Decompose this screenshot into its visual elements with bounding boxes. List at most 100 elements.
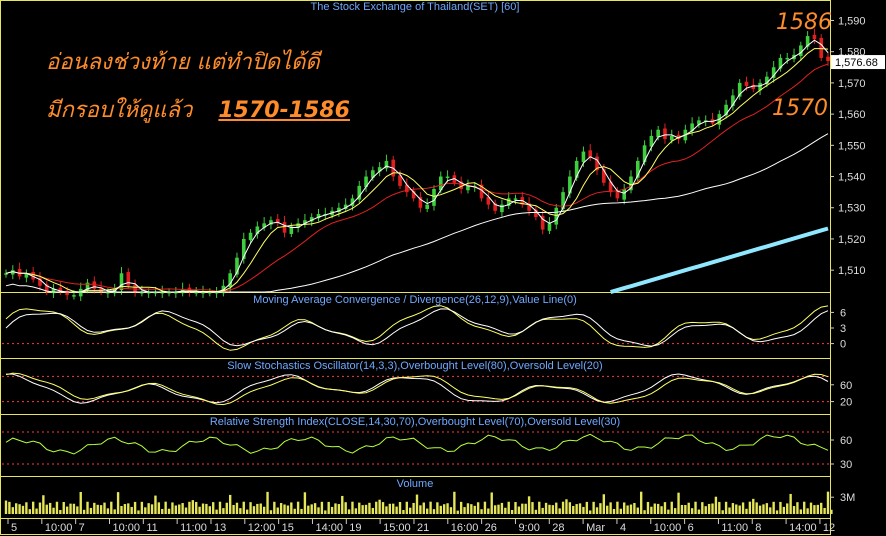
volume-bar [412, 502, 415, 514]
candle-body [24, 273, 29, 278]
volume-bar [266, 491, 269, 514]
candle-body [574, 160, 579, 178]
volume-bar [222, 508, 225, 514]
volume-bar [656, 503, 660, 514]
volume-bar [218, 501, 222, 514]
volume-bar [188, 501, 191, 514]
candle-body [133, 284, 137, 292]
candle-body [140, 292, 144, 294]
volume-bar [755, 502, 758, 514]
candle-body [99, 287, 103, 292]
volume-bar [42, 495, 45, 514]
volume-bar [378, 499, 381, 514]
volume-bar [575, 504, 578, 514]
candle-body [146, 292, 151, 294]
volume-bar [307, 505, 310, 514]
candle-body [167, 292, 171, 294]
price-tick-label: 1,570 [838, 78, 866, 90]
volume-bar [269, 510, 273, 514]
volume-bar [262, 506, 266, 514]
volume-bar [358, 502, 361, 514]
candle-body [126, 272, 131, 286]
volume-bar [758, 505, 762, 514]
x-tick-label: 16:00 [451, 522, 479, 534]
candle-body [85, 282, 90, 291]
volume-bar [606, 505, 609, 514]
volume-bar [823, 507, 826, 514]
volume-bar [55, 501, 59, 514]
candle-body [751, 84, 756, 90]
volume-bar [110, 501, 113, 514]
volume-bar [629, 504, 633, 514]
candle-body [411, 190, 416, 199]
ma-very-long-line [610, 226, 829, 295]
x-tick-label: 14:00 [789, 522, 817, 534]
volume-bar [130, 506, 133, 514]
candle-body [649, 135, 654, 147]
volume-bar [775, 510, 779, 514]
volume-bar [762, 504, 765, 514]
volume-bar [470, 504, 473, 514]
volume-bar [395, 506, 398, 514]
volume-bar [334, 503, 337, 514]
volume-bar [59, 510, 62, 514]
volume-bar [178, 504, 181, 514]
volume-bar [144, 507, 147, 514]
x-tick-label: 26 [485, 522, 497, 534]
volume-bar [707, 503, 711, 514]
volume-bar [21, 505, 25, 514]
volume-bar [813, 505, 816, 514]
volume-bar [385, 506, 388, 514]
volume-bar [296, 501, 300, 514]
volume-bar [313, 503, 317, 514]
candle-body [724, 104, 728, 116]
candle-body [778, 57, 783, 69]
volume-bar [578, 503, 582, 514]
candle-body [690, 123, 694, 131]
candle-body [608, 181, 613, 193]
candle-body [371, 170, 375, 178]
volume-bar [724, 501, 728, 514]
candle-body [622, 189, 626, 200]
x-tick-label: 19 [349, 522, 361, 534]
candle-body [235, 257, 239, 275]
candle-body [547, 223, 552, 231]
candle-body [289, 226, 294, 234]
candle-body [119, 273, 124, 291]
volume-bar [8, 501, 11, 514]
candle-body [377, 167, 382, 172]
volume-bar [140, 501, 144, 514]
volume-bar [538, 501, 541, 514]
candle-body [506, 198, 511, 206]
volume-bar [521, 503, 524, 514]
volume-bar [93, 502, 96, 514]
volume-bar [490, 492, 493, 514]
volume-bar [133, 501, 137, 514]
indicator-tick-label: 20 [840, 397, 852, 409]
volume-bar [466, 503, 470, 514]
volume-bar [565, 499, 568, 514]
stoch-k-line [6, 373, 829, 404]
volume-bar [76, 506, 79, 514]
volume-bar [555, 502, 558, 514]
last-price-box [831, 55, 885, 70]
candle-body [445, 176, 450, 179]
indicator-tick-label: 30 [840, 459, 852, 471]
volume-bar [300, 508, 303, 514]
volume-bar [826, 491, 830, 514]
candle-body [241, 238, 246, 259]
volume-bar [541, 507, 544, 514]
volume-bar [687, 502, 690, 514]
volume-bar [653, 503, 656, 514]
volume-bar [429, 501, 432, 514]
volume-bar [52, 507, 55, 514]
candle-body [805, 36, 810, 47]
x-tick-label: 9:00 [518, 522, 539, 534]
candle-body [642, 145, 647, 163]
volume-bar [157, 502, 161, 514]
candle-body [228, 273, 232, 288]
volume-bar [15, 503, 18, 514]
candle-body [160, 292, 165, 294]
volume-bar [639, 491, 643, 514]
volume-bar [198, 506, 201, 514]
